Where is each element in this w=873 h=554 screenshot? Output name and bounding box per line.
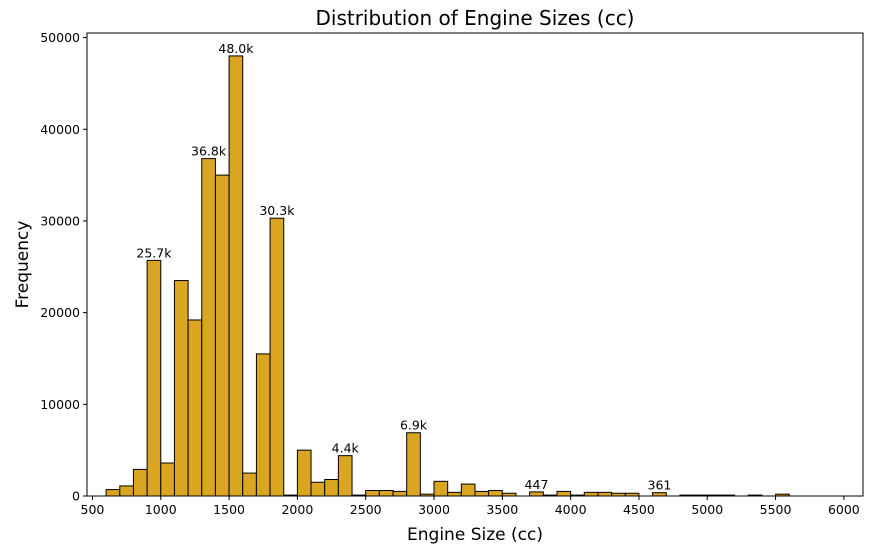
- y-tick-label: 20000: [40, 305, 80, 320]
- histogram-bar: [556, 490, 572, 497]
- x-tick-label: 5000: [691, 502, 723, 517]
- histogram-bar: [406, 432, 421, 497]
- y-axis-ticks: 0 10000 20000 30000 40000 50000: [40, 30, 87, 504]
- histogram-bar: [460, 483, 476, 497]
- histogram-bar: [296, 449, 312, 497]
- bar-value-label: 361: [648, 478, 672, 493]
- x-tick-label: 500: [81, 502, 105, 517]
- histogram-bar: [474, 490, 490, 497]
- histogram-bar: [597, 491, 613, 497]
- histogram-bar: [105, 489, 121, 497]
- x-tick-label: 3000: [418, 502, 450, 517]
- histogram-bar: [214, 174, 230, 497]
- histogram-bar: [160, 462, 175, 497]
- plot-frame: [86, 32, 864, 497]
- histogram-bar: [173, 280, 189, 497]
- bars-group: [105, 55, 790, 497]
- histogram-bar: [529, 491, 544, 497]
- histogram-bar: [201, 158, 216, 497]
- chart-title: Distribution of Engine Sizes (cc): [315, 6, 634, 30]
- bar-value-label: 30.3k: [259, 203, 295, 218]
- y-tick-label: 50000: [40, 30, 80, 45]
- x-tick-label: 4000: [555, 502, 587, 517]
- histogram-bar: [324, 478, 339, 497]
- x-tick-label: 1500: [213, 502, 245, 517]
- histogram-bar: [269, 217, 285, 497]
- x-tick-label: 5500: [760, 502, 792, 517]
- histogram-bar: [378, 489, 394, 497]
- x-axis-title: Engine Size (cc): [407, 525, 543, 545]
- histogram-bar: [392, 490, 408, 497]
- x-tick-label: 2500: [350, 502, 382, 517]
- histogram-bar: [228, 55, 244, 497]
- x-tick-label: 4500: [623, 502, 655, 517]
- y-tick-label: 40000: [40, 122, 80, 137]
- histogram-bar: [583, 491, 599, 497]
- histogram-bar: [488, 489, 503, 497]
- histogram-bar: [132, 468, 148, 497]
- y-tick-label: 30000: [40, 213, 80, 228]
- histogram-bar: [146, 259, 162, 497]
- x-tick-label: 1000: [145, 502, 177, 517]
- y-tick-label: 0: [72, 489, 80, 504]
- x-tick-label: 6000: [828, 502, 860, 517]
- y-tick-label: 10000: [40, 397, 80, 412]
- histogram-bar: [119, 485, 134, 497]
- histogram-bar: [187, 319, 203, 497]
- x-tick-label: 2000: [281, 502, 313, 517]
- bar-annotations: 25.7k 36.8k 48.0k 30.3k 4.4k 6.9k 447 361: [136, 41, 671, 493]
- bar-value-label: 4.4k: [332, 441, 360, 456]
- histogram-bar: [337, 455, 353, 497]
- bar-value-label: 48.0k: [218, 41, 254, 56]
- bar-value-label: 447: [525, 477, 549, 492]
- histogram-bar: [310, 481, 326, 497]
- bar-value-label: 36.8k: [191, 144, 227, 159]
- histogram-bar: [255, 353, 271, 497]
- y-axis-title: Frequency: [13, 221, 33, 309]
- x-tick-label: 3500: [486, 502, 518, 517]
- histogram-bar: [365, 489, 380, 497]
- bar-value-label: 6.9k: [400, 418, 428, 433]
- x-axis-ticks: 500 1000 1500 2000 2500 3000 3500 4000 4500 5000 5…: [81, 496, 860, 517]
- histogram-bar: [242, 472, 257, 497]
- histogram-bar: [447, 491, 462, 497]
- histogram-bar: [433, 480, 449, 497]
- bar-value-label: 25.7k: [136, 245, 172, 260]
